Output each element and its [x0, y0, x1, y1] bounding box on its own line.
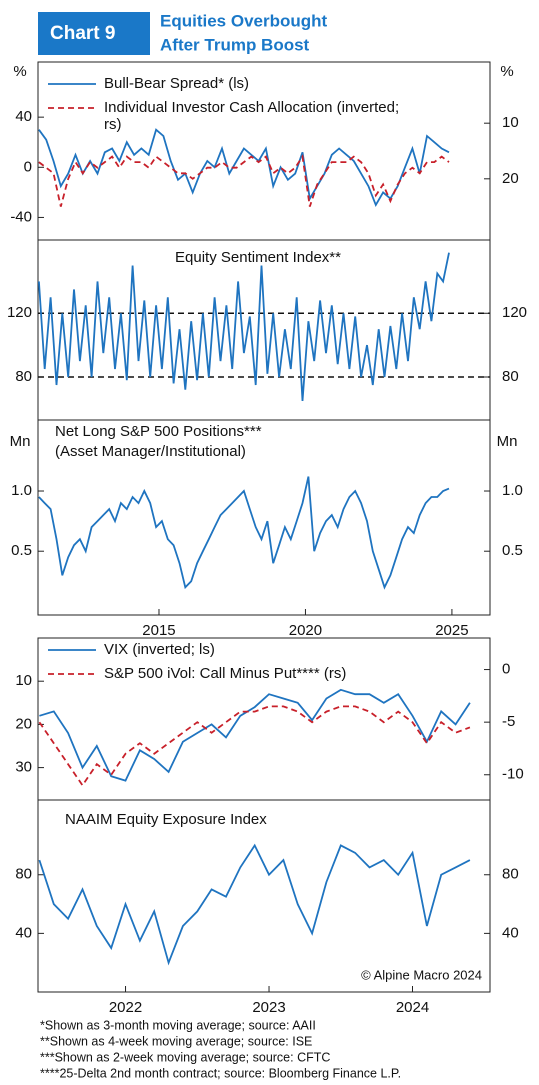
y2-tick-label: -10 [502, 766, 524, 783]
x-tick-label: 2025 [435, 622, 468, 639]
panel-frame [37, 799, 491, 993]
y2-tick-label: 0 [502, 661, 510, 678]
y2-tick-label: 1.0 [502, 482, 523, 499]
footnote: ****25-Delta 2nd month contract; source:… [40, 1066, 401, 1080]
legend-box: Individual Investor Cash Allocation (inv… [104, 99, 400, 133]
chart-label: Chart 9 [50, 23, 115, 44]
legend-label: Bull-Bear Spread* (ls) [104, 75, 250, 92]
x-tick-label: 2022 [109, 999, 142, 1016]
y2-tick-label: -5 [502, 713, 515, 730]
panel-title: (Asset Manager/Institutional) [55, 443, 246, 460]
x-tick-label: 2015 [142, 622, 175, 639]
legend-label: VIX (inverted; ls) [104, 641, 215, 658]
y-tick-label: 120 [7, 304, 32, 321]
data-line [38, 705, 471, 787]
data-line [38, 252, 450, 401]
y-unit: Mn [10, 433, 31, 450]
data-line [38, 476, 450, 590]
legend-box: S&P 500 iVol: Call Minus Put**** (rs) [104, 665, 347, 682]
legend-box: VIX (inverted; ls) [104, 641, 215, 658]
footnote: **Shown as 4-week moving average; source… [40, 1034, 312, 1048]
y2-tick-label: 120 [502, 304, 527, 321]
y2-unit: Mn [497, 433, 518, 450]
legend-label: Individual Investor Cash Allocation (inv… [104, 99, 400, 133]
data-line [38, 154, 450, 207]
y2-unit: % [500, 63, 513, 80]
x-tick-label: 2020 [289, 622, 322, 639]
y-tick-label: 80 [15, 368, 32, 385]
footnote: ***Shown as 2-week moving average; sourc… [40, 1050, 330, 1064]
y-tick-label: 0.5 [11, 542, 32, 559]
y2-tick-label: 20 [502, 170, 519, 187]
y-tick-label: 30 [15, 759, 32, 776]
y-unit: % [13, 63, 26, 80]
y-tick-label: 1.0 [11, 482, 32, 499]
legend-label: S&P 500 iVol: Call Minus Put**** (rs) [104, 665, 347, 682]
copyright-note: © Alpine Macro 2024 [361, 967, 482, 982]
x-tick-label: 2024 [396, 999, 429, 1016]
y-tick-label: 0 [24, 158, 32, 175]
panel-frame [37, 419, 491, 616]
chart-title: After Trump Boost [160, 35, 310, 54]
y2-tick-label: 10 [502, 114, 519, 131]
y2-tick-label: 80 [502, 368, 519, 385]
y-tick-label: 80 [15, 866, 32, 883]
data-line [39, 688, 471, 782]
y-tick-label: 40 [15, 924, 32, 941]
data-line [38, 128, 450, 207]
panel-title: Net Long S&P 500 Positions*** [55, 423, 262, 440]
panel-title: NAAIM Equity Exposure Index [65, 811, 267, 828]
panel-title: Equity Sentiment Index** [175, 249, 341, 266]
footnote: *Shown as 3-month moving average; source… [40, 1018, 316, 1032]
y-tick-label: 10 [15, 672, 32, 689]
data-line [38, 843, 471, 966]
y2-tick-label: 40 [502, 924, 519, 941]
x-tick-label: 2023 [252, 999, 285, 1016]
y2-tick-label: 0.5 [502, 542, 523, 559]
y-tick-label: -40 [10, 208, 32, 225]
legend-box: Bull-Bear Spread* (ls) [104, 75, 250, 92]
y-tick-label: 40 [15, 108, 32, 125]
chart-title: Equities Overbought [160, 11, 328, 30]
y-tick-label: 20 [15, 715, 32, 732]
y2-tick-label: 80 [502, 866, 519, 883]
header-box [38, 12, 150, 55]
